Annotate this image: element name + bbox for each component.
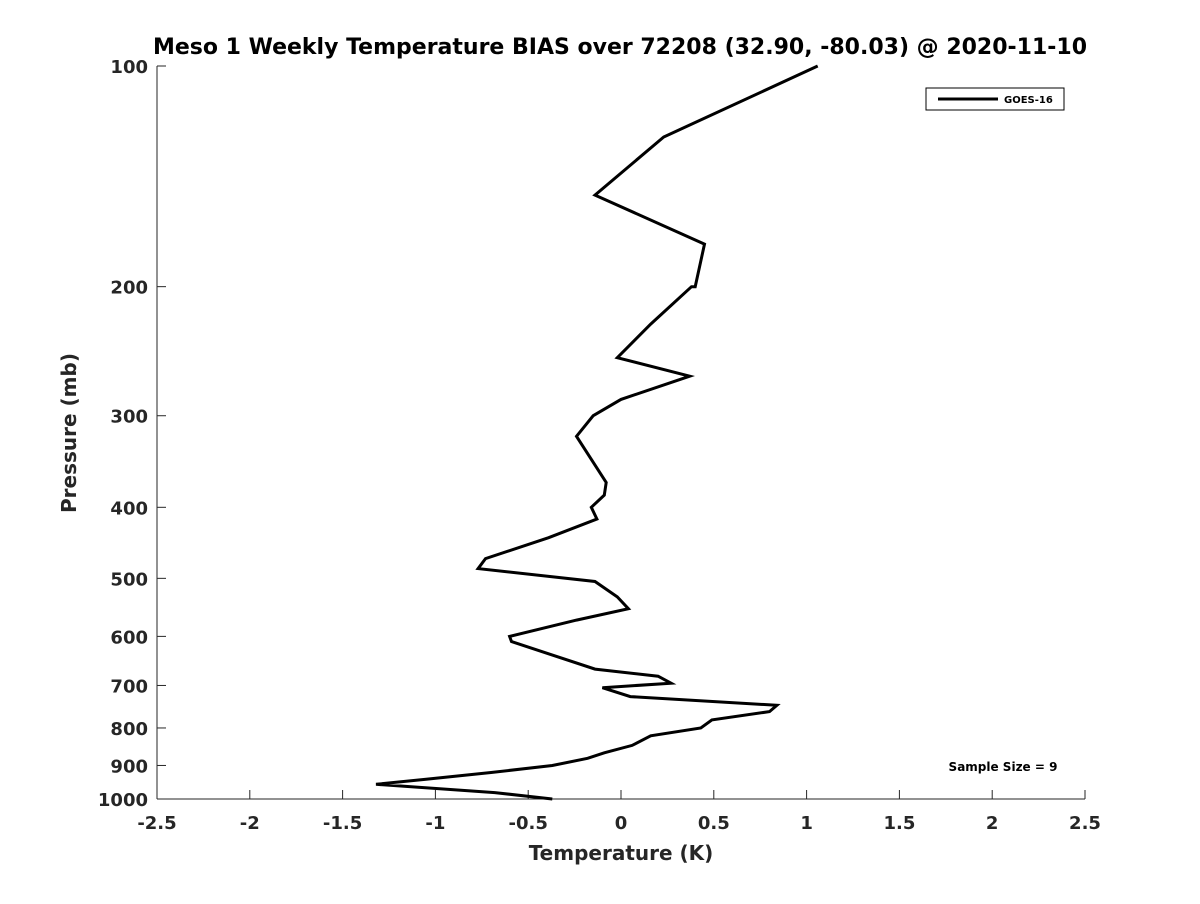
y-tick-label: 600 <box>110 627 148 648</box>
x-tick-label: -1 <box>425 813 445 834</box>
x-tick-label: 1.5 <box>883 813 915 834</box>
series-layer <box>375 64 819 801</box>
sample-size-annotation: Sample Size = 9 <box>949 760 1058 774</box>
x-tick-label: -0.5 <box>509 813 548 834</box>
x-tick-label: 2 <box>986 813 999 834</box>
x-tick-label: 2.5 <box>1069 813 1101 834</box>
x-tick-label: 0 <box>615 813 628 834</box>
x-tick-label: 1 <box>800 813 813 834</box>
series-line-goes-16 <box>375 64 819 801</box>
plot-area: -2.5 -2 -1.5 -1 -0.5 0 0.5 1 1.5 2 2.5 100 200 300 40… <box>98 57 1101 834</box>
y-tick-label: 200 <box>110 278 148 299</box>
x-tick-label: 0.5 <box>698 813 730 834</box>
y-tick-label: 400 <box>110 498 148 519</box>
y-tick-label: 900 <box>110 756 148 777</box>
y-tick-label: 800 <box>110 719 148 740</box>
x-axis-ticks: -2.5 -2 -1.5 -1 -0.5 0 0.5 1 1.5 2 2.5 <box>137 790 1101 834</box>
y-tick-label: 300 <box>110 407 148 428</box>
legend: GOES-16 <box>925 87 1065 111</box>
y-tick-label: 1000 <box>98 790 148 811</box>
y-tick-label: 700 <box>110 676 148 697</box>
y-axis-ticks: 100 200 300 400 500 600 700 800 900 1000 <box>98 57 166 811</box>
y-axis-label: Pressure (mb) <box>57 353 81 513</box>
x-tick-label: -1.5 <box>323 813 362 834</box>
x-tick-label: -2 <box>240 813 260 834</box>
y-tick-label: 500 <box>110 569 148 590</box>
x-axis-label: Temperature (K) <box>529 841 714 865</box>
x-tick-label: -2.5 <box>137 813 176 834</box>
y-tick-label: 100 <box>110 57 148 78</box>
chart-title: Meso 1 Weekly Temperature BIAS over 7220… <box>153 35 1087 60</box>
legend-label-goes-16: GOES-16 <box>1004 95 1053 106</box>
